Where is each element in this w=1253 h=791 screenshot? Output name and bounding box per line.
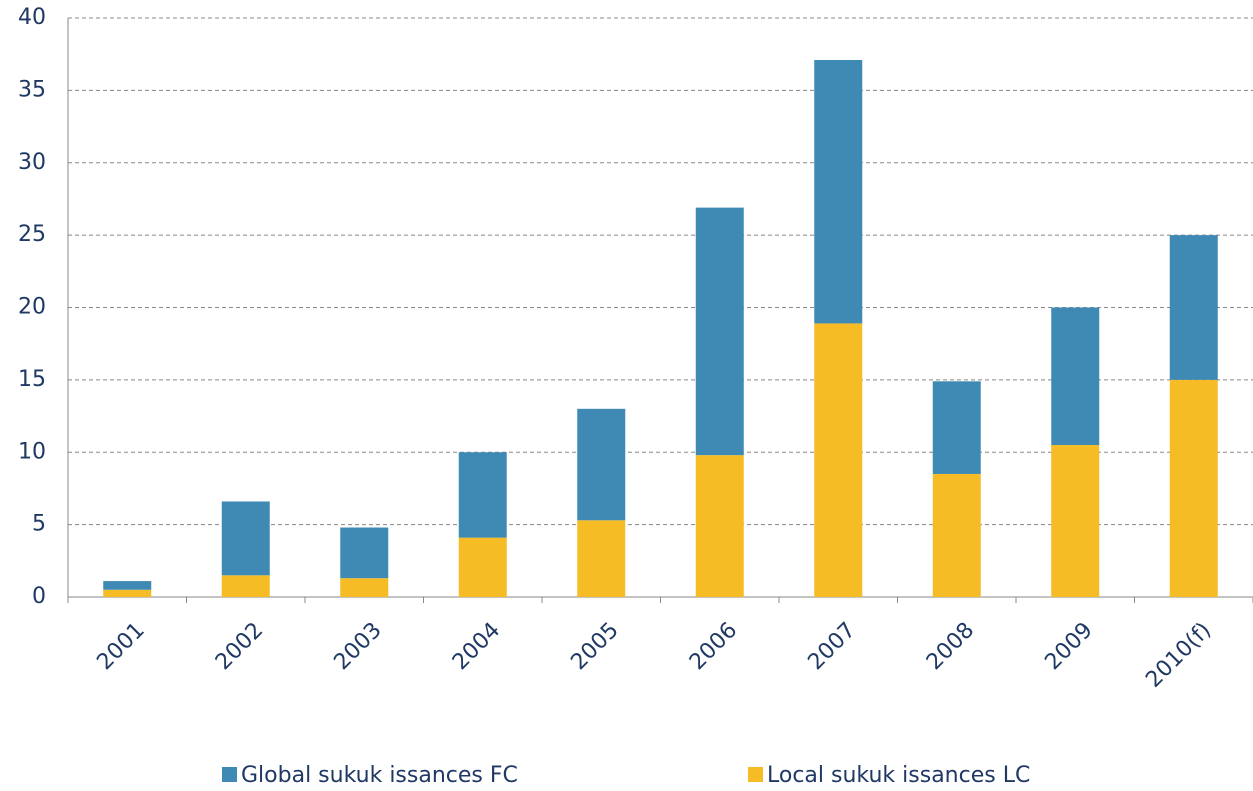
bar-segment — [695, 455, 744, 597]
bar-segment — [695, 207, 744, 456]
bar-segment — [458, 537, 507, 597]
bar-segment — [1169, 379, 1218, 597]
x-tick-label: 2003 — [329, 618, 386, 675]
bar-segment — [340, 527, 389, 579]
legend-label: Local sukuk issances LC — [767, 763, 1030, 788]
x-tick-label: 2005 — [566, 618, 623, 675]
y-tick-label: 40 — [18, 5, 46, 30]
bar-segment — [1169, 235, 1218, 380]
y-tick-label: 0 — [32, 584, 46, 609]
x-tick-label: 2009 — [1040, 618, 1097, 675]
bar-segment — [577, 408, 626, 521]
y-tick-label: 35 — [18, 77, 46, 102]
x-tick-label: 2008 — [922, 618, 979, 675]
x-tick-label: 2004 — [448, 618, 505, 675]
y-tick-label: 15 — [18, 367, 46, 392]
legend-swatch — [222, 767, 237, 782]
bar-segment — [932, 381, 981, 474]
bar-segment — [221, 575, 270, 597]
bar-segment — [1051, 445, 1100, 597]
legend-swatch — [748, 767, 763, 782]
x-tick-label: 2010(f) — [1141, 618, 1216, 693]
bar-segment — [458, 452, 507, 538]
y-tick-label: 5 — [32, 512, 46, 537]
y-tick-label: 30 — [18, 150, 46, 175]
x-tick-label: 2006 — [685, 618, 742, 675]
y-tick-label: 25 — [18, 222, 46, 247]
x-tick-label: 2002 — [211, 618, 268, 675]
bar-segment — [103, 589, 152, 597]
bar-segment — [932, 473, 981, 597]
y-tick-label: 10 — [18, 439, 46, 464]
legend-label: Global sukuk issances FC — [241, 763, 518, 788]
bar-segment — [340, 578, 389, 597]
bar-segment — [814, 59, 863, 324]
bar-segment — [221, 501, 270, 576]
bar-segment — [103, 581, 152, 590]
bar-segment — [577, 520, 626, 597]
x-tick-label: 2007 — [803, 618, 860, 675]
y-tick-label: 20 — [18, 295, 46, 320]
x-tick-label: 2001 — [92, 618, 149, 675]
bar-segment — [814, 323, 863, 597]
bar-segment — [1051, 307, 1100, 446]
